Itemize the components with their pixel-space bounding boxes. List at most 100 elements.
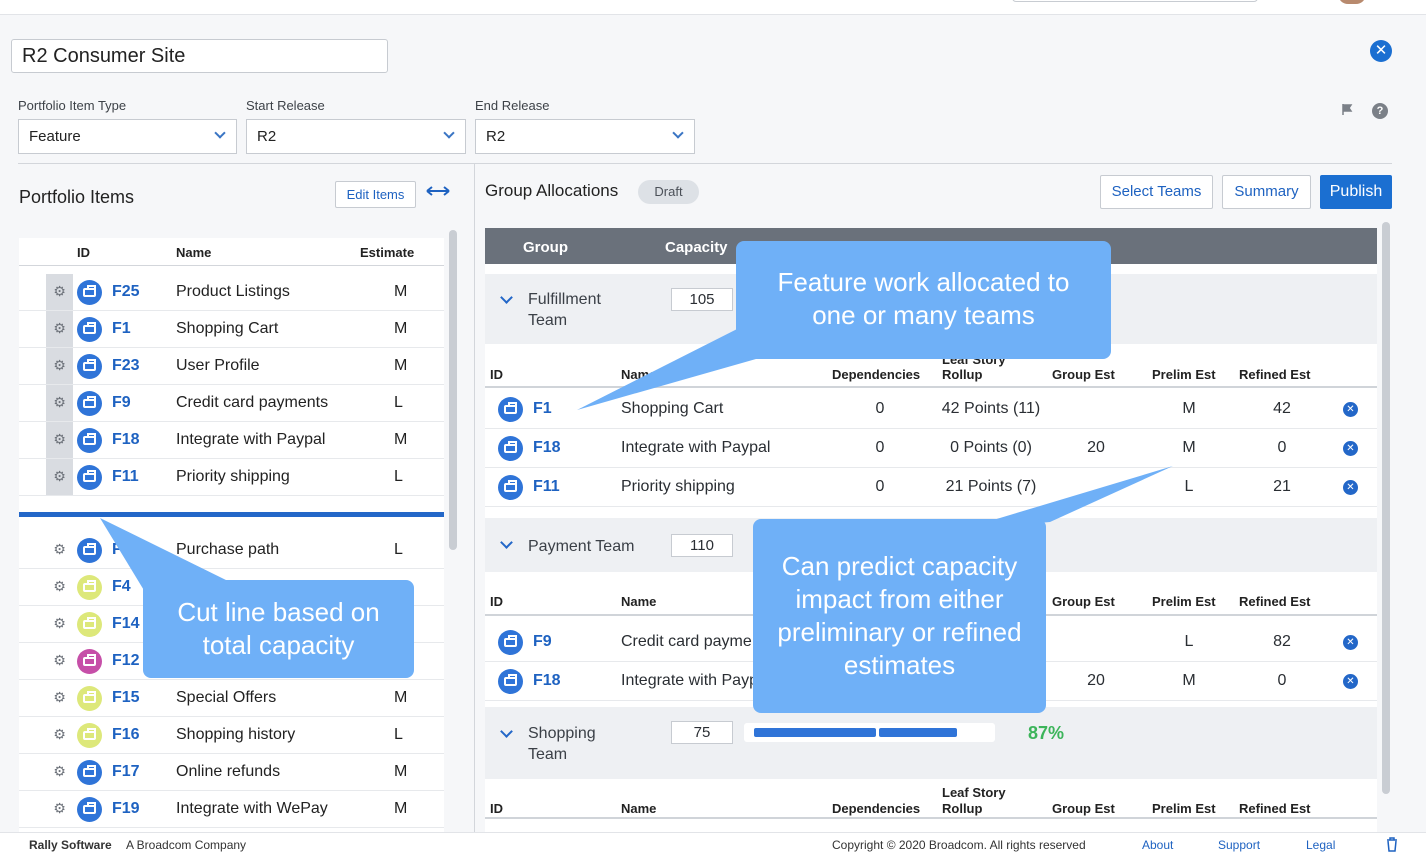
list-item[interactable]: ⚙ F1 Shopping Cart M (19, 311, 444, 348)
group-name: Payment Team (528, 538, 635, 555)
remove-icon[interactable]: ✕ (1343, 635, 1358, 650)
gear-icon[interactable]: ⚙ (46, 385, 73, 421)
expand-arrows-icon[interactable] (425, 184, 451, 198)
item-id-link[interactable]: F25 (112, 283, 140, 300)
list-item[interactable]: ⚙ F17 Online refunds M (19, 754, 444, 791)
item-name: Product Listings (176, 283, 290, 300)
list-item[interactable]: ⚙ F19 Integrate with WePay M (19, 791, 444, 828)
item-id-link[interactable]: F9 (112, 394, 131, 411)
capacity-input[interactable]: 75 (671, 721, 733, 744)
item-id-link[interactable]: F4 (112, 578, 131, 595)
capacity-input[interactable]: 110 (671, 534, 733, 557)
gear-icon[interactable]: ⚙ (53, 652, 66, 668)
item-id-link[interactable]: F18 (533, 439, 561, 456)
capacity-input[interactable]: 105 (671, 288, 733, 311)
about-link[interactable]: About (1142, 838, 1174, 852)
table-row[interactable]: F18 Integrate with Paypal 0 0 Points (0) 20 M… (485, 429, 1377, 468)
item-id-link[interactable]: F18 (533, 672, 561, 689)
list-item[interactable]: ⚙ F15 Special Offers M (19, 680, 444, 717)
item-name: Shopping history (176, 726, 296, 743)
item-id-link[interactable]: F1 (112, 320, 131, 337)
flag-icon[interactable] (1341, 103, 1353, 115)
item-name: Purchase path (176, 541, 280, 558)
gear-icon[interactable]: ⚙ (53, 615, 66, 631)
item-id-link[interactable]: F17 (112, 763, 140, 780)
group-est-value[interactable]: 20 (1087, 439, 1105, 456)
item-id-link[interactable]: F19 (112, 800, 140, 817)
trash-icon[interactable] (1386, 837, 1398, 852)
scrollbar[interactable] (449, 230, 457, 550)
feature-icon (77, 465, 102, 490)
edit-items-button[interactable]: Edit Items (335, 181, 416, 208)
summary-button[interactable]: Summary (1222, 175, 1311, 209)
cut-line[interactable] (19, 512, 444, 517)
end-release-select[interactable]: R2 (475, 119, 695, 154)
global-search-input[interactable] (1012, 0, 1258, 2)
chevron-down-icon[interactable] (500, 536, 513, 549)
item-estimate: L (394, 468, 403, 485)
gear-icon[interactable]: ⚙ (53, 541, 66, 557)
portfolio-type-select[interactable]: Feature (18, 119, 237, 154)
item-id-link[interactable]: F11 (112, 468, 139, 485)
support-link[interactable]: Support (1218, 838, 1261, 852)
gear-icon[interactable]: ⚙ (53, 763, 66, 779)
col-leaf-story: Leaf Story (942, 785, 1006, 800)
item-name: Credit card payments (176, 394, 329, 411)
list-item[interactable]: ⚙ F23 User Profile M (19, 348, 444, 385)
remove-icon[interactable]: ✕ (1343, 480, 1358, 495)
group-name-line: Fulfillment (528, 291, 601, 308)
item-id-link[interactable]: F12 (112, 652, 140, 669)
table-row[interactable]: F1 Shopping Cart 0 42 Points (11) M 42 ✕ (485, 390, 1377, 429)
gear-icon[interactable]: ⚙ (46, 274, 73, 310)
gear-icon[interactable]: ⚙ (53, 800, 66, 816)
col-dependencies: Dependencies (832, 367, 921, 382)
progress-segment (754, 728, 876, 737)
list-item[interactable]: ⚙ F16 Shopping history L (19, 717, 444, 754)
col-name: Name (621, 367, 657, 382)
gear-icon[interactable]: ⚙ (53, 726, 66, 742)
list-item[interactable]: ⚙ F18 Integrate with Paypal M (19, 422, 444, 459)
legal-link[interactable]: Legal (1306, 838, 1336, 852)
list-item[interactable]: ⚙ F12 (19, 643, 444, 680)
item-estimate: M (394, 689, 408, 706)
item-id-link[interactable]: F18 (112, 431, 140, 448)
gear-icon[interactable]: ⚙ (46, 459, 73, 495)
table-row[interactable]: F11 Priority shipping 0 21 Points (7) L 21 ✕ (485, 468, 1377, 507)
avatar[interactable] (1338, 0, 1366, 4)
item-estimate: M (394, 283, 408, 300)
gear-icon[interactable]: ⚙ (46, 348, 73, 384)
item-id-link[interactable]: F11 (533, 478, 560, 495)
gear-icon[interactable]: ⚙ (53, 689, 66, 705)
start-release-select[interactable]: R2 (246, 119, 466, 154)
list-item[interactable]: ⚙ F10 Purchase path L (19, 532, 444, 569)
help-icon[interactable]: ? (1372, 103, 1388, 119)
item-id-link[interactable]: F15 (112, 689, 140, 706)
portfolio-type-value: Feature (29, 128, 81, 145)
close-icon[interactable]: ✕ (1370, 40, 1392, 62)
group-row-shopping[interactable]: Shopping Team 75 87% (485, 707, 1377, 779)
gear-icon[interactable]: ⚙ (46, 422, 73, 458)
remove-icon[interactable]: ✕ (1343, 674, 1358, 689)
item-id-link[interactable]: F1 (533, 400, 552, 417)
gear-icon[interactable]: ⚙ (53, 578, 66, 594)
remove-icon[interactable]: ✕ (1343, 402, 1358, 417)
item-id-link[interactable]: F23 (112, 357, 140, 374)
gear-icon[interactable]: ⚙ (46, 311, 73, 347)
select-teams-button[interactable]: Select Teams (1100, 175, 1213, 209)
item-id-link[interactable]: F10 (112, 541, 140, 558)
feature-icon (77, 391, 102, 416)
list-item[interactable]: ⚙ F25 Product Listings M (19, 274, 444, 311)
item-id-link[interactable]: F16 (112, 726, 140, 743)
publish-button[interactable]: Publish (1320, 175, 1392, 209)
group-est-value[interactable]: 20 (1087, 672, 1105, 689)
remove-icon[interactable]: ✕ (1343, 441, 1358, 456)
list-item[interactable]: ⚙ F11 Priority shipping L (19, 459, 444, 496)
feature-icon (77, 538, 102, 563)
scrollbar[interactable] (1382, 222, 1390, 794)
item-id-link[interactable]: F14 (112, 615, 140, 632)
chevron-down-icon[interactable] (500, 725, 513, 738)
plan-name-input[interactable] (11, 39, 388, 73)
chevron-down-icon[interactable] (500, 291, 513, 304)
item-id-link[interactable]: F9 (533, 633, 552, 650)
list-item[interactable]: ⚙ F9 Credit card payments L (19, 385, 444, 422)
